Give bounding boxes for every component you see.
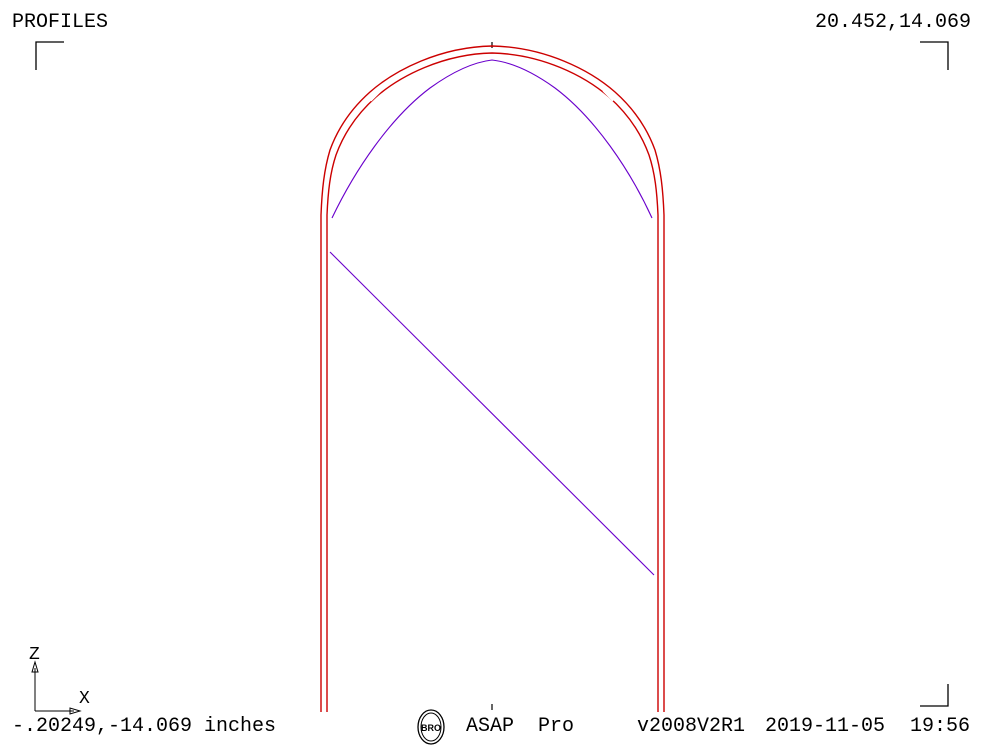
arc-breaks (368, 88, 616, 102)
axis-label-z: Z (29, 645, 40, 665)
program-version: v2008V2R1 (637, 715, 746, 738)
outer-profile (320, 45, 665, 712)
plot-title: PROFILES (12, 11, 109, 34)
outer-profile-inner-line (326, 52, 659, 712)
axis-triad (31, 660, 82, 715)
outer-profile-outer-line (320, 45, 665, 712)
axis-label-x: X (79, 689, 90, 709)
corner-top-left (35, 41, 64, 70)
svg-text:BRO: BRO (421, 723, 441, 733)
program-name: ASAP Pro (466, 715, 575, 738)
frame-corners (35, 41, 949, 707)
min-coordinates: -.20249,-14.069 inches (12, 715, 277, 738)
plot-time: 19:56 (910, 715, 971, 738)
plot-date: 2019-11-05 (765, 715, 886, 738)
inner-profile-diagonal (329, 251, 655, 576)
corner-bottom-right (920, 684, 949, 707)
corner-top-right (920, 41, 949, 70)
max-coordinates: 20.452,14.069 (814, 11, 971, 34)
inner-profile-arc (331, 59, 653, 219)
bro-logo-icon: BRO (417, 709, 445, 745)
inner-profile (329, 59, 655, 576)
